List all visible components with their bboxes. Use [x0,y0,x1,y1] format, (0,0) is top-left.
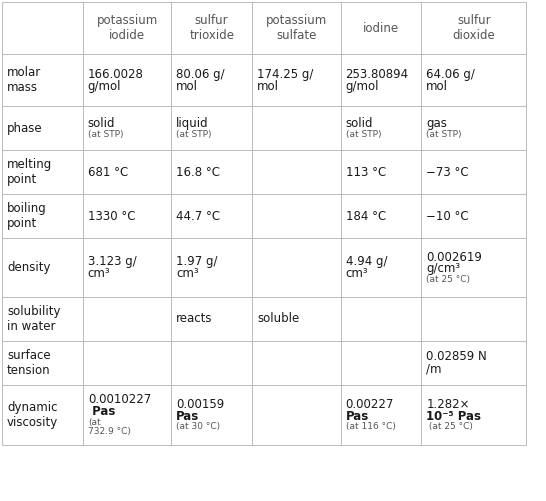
Text: (at 30 °C): (at 30 °C) [176,422,221,431]
Text: solid: solid [346,117,373,130]
Text: molar
mass: molar mass [7,66,41,94]
Text: 174.25 g/: 174.25 g/ [257,68,313,81]
Text: solubility
in water: solubility in water [7,305,61,333]
Text: 681 °C: 681 °C [88,166,128,179]
Text: g/mol: g/mol [88,80,121,93]
Text: sulfur
dioxide: sulfur dioxide [453,14,495,42]
Text: gas: gas [426,117,447,130]
Text: (at STP): (at STP) [176,130,212,139]
Text: 732.9 °C): 732.9 °C) [88,427,130,436]
Text: soluble: soluble [257,312,299,325]
Text: density: density [7,261,50,274]
Text: 113 °C: 113 °C [346,166,386,179]
Text: (at STP): (at STP) [88,130,123,139]
Text: sulfur
trioxide: sulfur trioxide [189,14,234,42]
Text: boiling
point: boiling point [7,202,47,230]
Text: −10 °C: −10 °C [426,210,469,223]
Text: 0.0010227: 0.0010227 [88,393,151,406]
Text: iodine: iodine [363,22,399,35]
Text: potassium
sulfate: potassium sulfate [266,14,327,42]
Text: /m: /m [426,362,442,375]
Text: 4.94 g/: 4.94 g/ [346,255,387,268]
Text: (at 116 °C): (at 116 °C) [346,422,395,431]
Text: 44.7 °C: 44.7 °C [176,210,221,223]
Text: 1.97 g/: 1.97 g/ [176,255,218,268]
Text: Pas: Pas [88,405,115,418]
Text: mol: mol [257,80,279,93]
Text: −73 °C: −73 °C [426,166,469,179]
Text: (at STP): (at STP) [346,130,381,139]
Text: liquid: liquid [176,117,209,130]
Text: 166.0028: 166.0028 [88,68,144,81]
Text: (at 25 °C): (at 25 °C) [426,275,470,284]
Text: cm³: cm³ [176,267,199,280]
Text: dynamic
viscosity: dynamic viscosity [7,401,58,429]
Text: (at 25 °C): (at 25 °C) [426,422,473,431]
Text: (at: (at [88,418,100,427]
Text: mol: mol [426,80,448,93]
Text: reacts: reacts [176,312,213,325]
Text: mol: mol [176,80,198,93]
Text: 184 °C: 184 °C [346,210,386,223]
Text: 0.02859 N: 0.02859 N [426,350,487,363]
Text: 80.06 g/: 80.06 g/ [176,68,225,81]
Text: phase: phase [7,122,43,135]
Text: melting
point: melting point [7,158,52,186]
Text: cm³: cm³ [346,267,368,280]
Text: 16.8 °C: 16.8 °C [176,166,220,179]
Text: (at STP): (at STP) [426,130,462,139]
Text: 1.282×: 1.282× [426,398,470,411]
Text: 0.00159: 0.00159 [176,398,224,411]
Text: 0.002619: 0.002619 [426,250,482,264]
Text: Pas: Pas [176,410,199,423]
Text: potassium
iodide: potassium iodide [97,14,158,42]
Text: surface
tension: surface tension [7,349,51,377]
Text: 1330 °C: 1330 °C [88,210,135,223]
Text: g/mol: g/mol [346,80,379,93]
Text: Pas: Pas [346,410,369,423]
Text: 64.06 g/: 64.06 g/ [426,68,475,81]
Text: 253.80894: 253.80894 [346,68,408,81]
Text: 10⁻⁵ Pas: 10⁻⁵ Pas [426,410,482,423]
Text: g/cm³: g/cm³ [426,263,460,276]
Text: 3.123 g/: 3.123 g/ [88,255,136,268]
Text: solid: solid [88,117,115,130]
Text: cm³: cm³ [88,267,110,280]
Text: 0.00227: 0.00227 [346,398,394,411]
